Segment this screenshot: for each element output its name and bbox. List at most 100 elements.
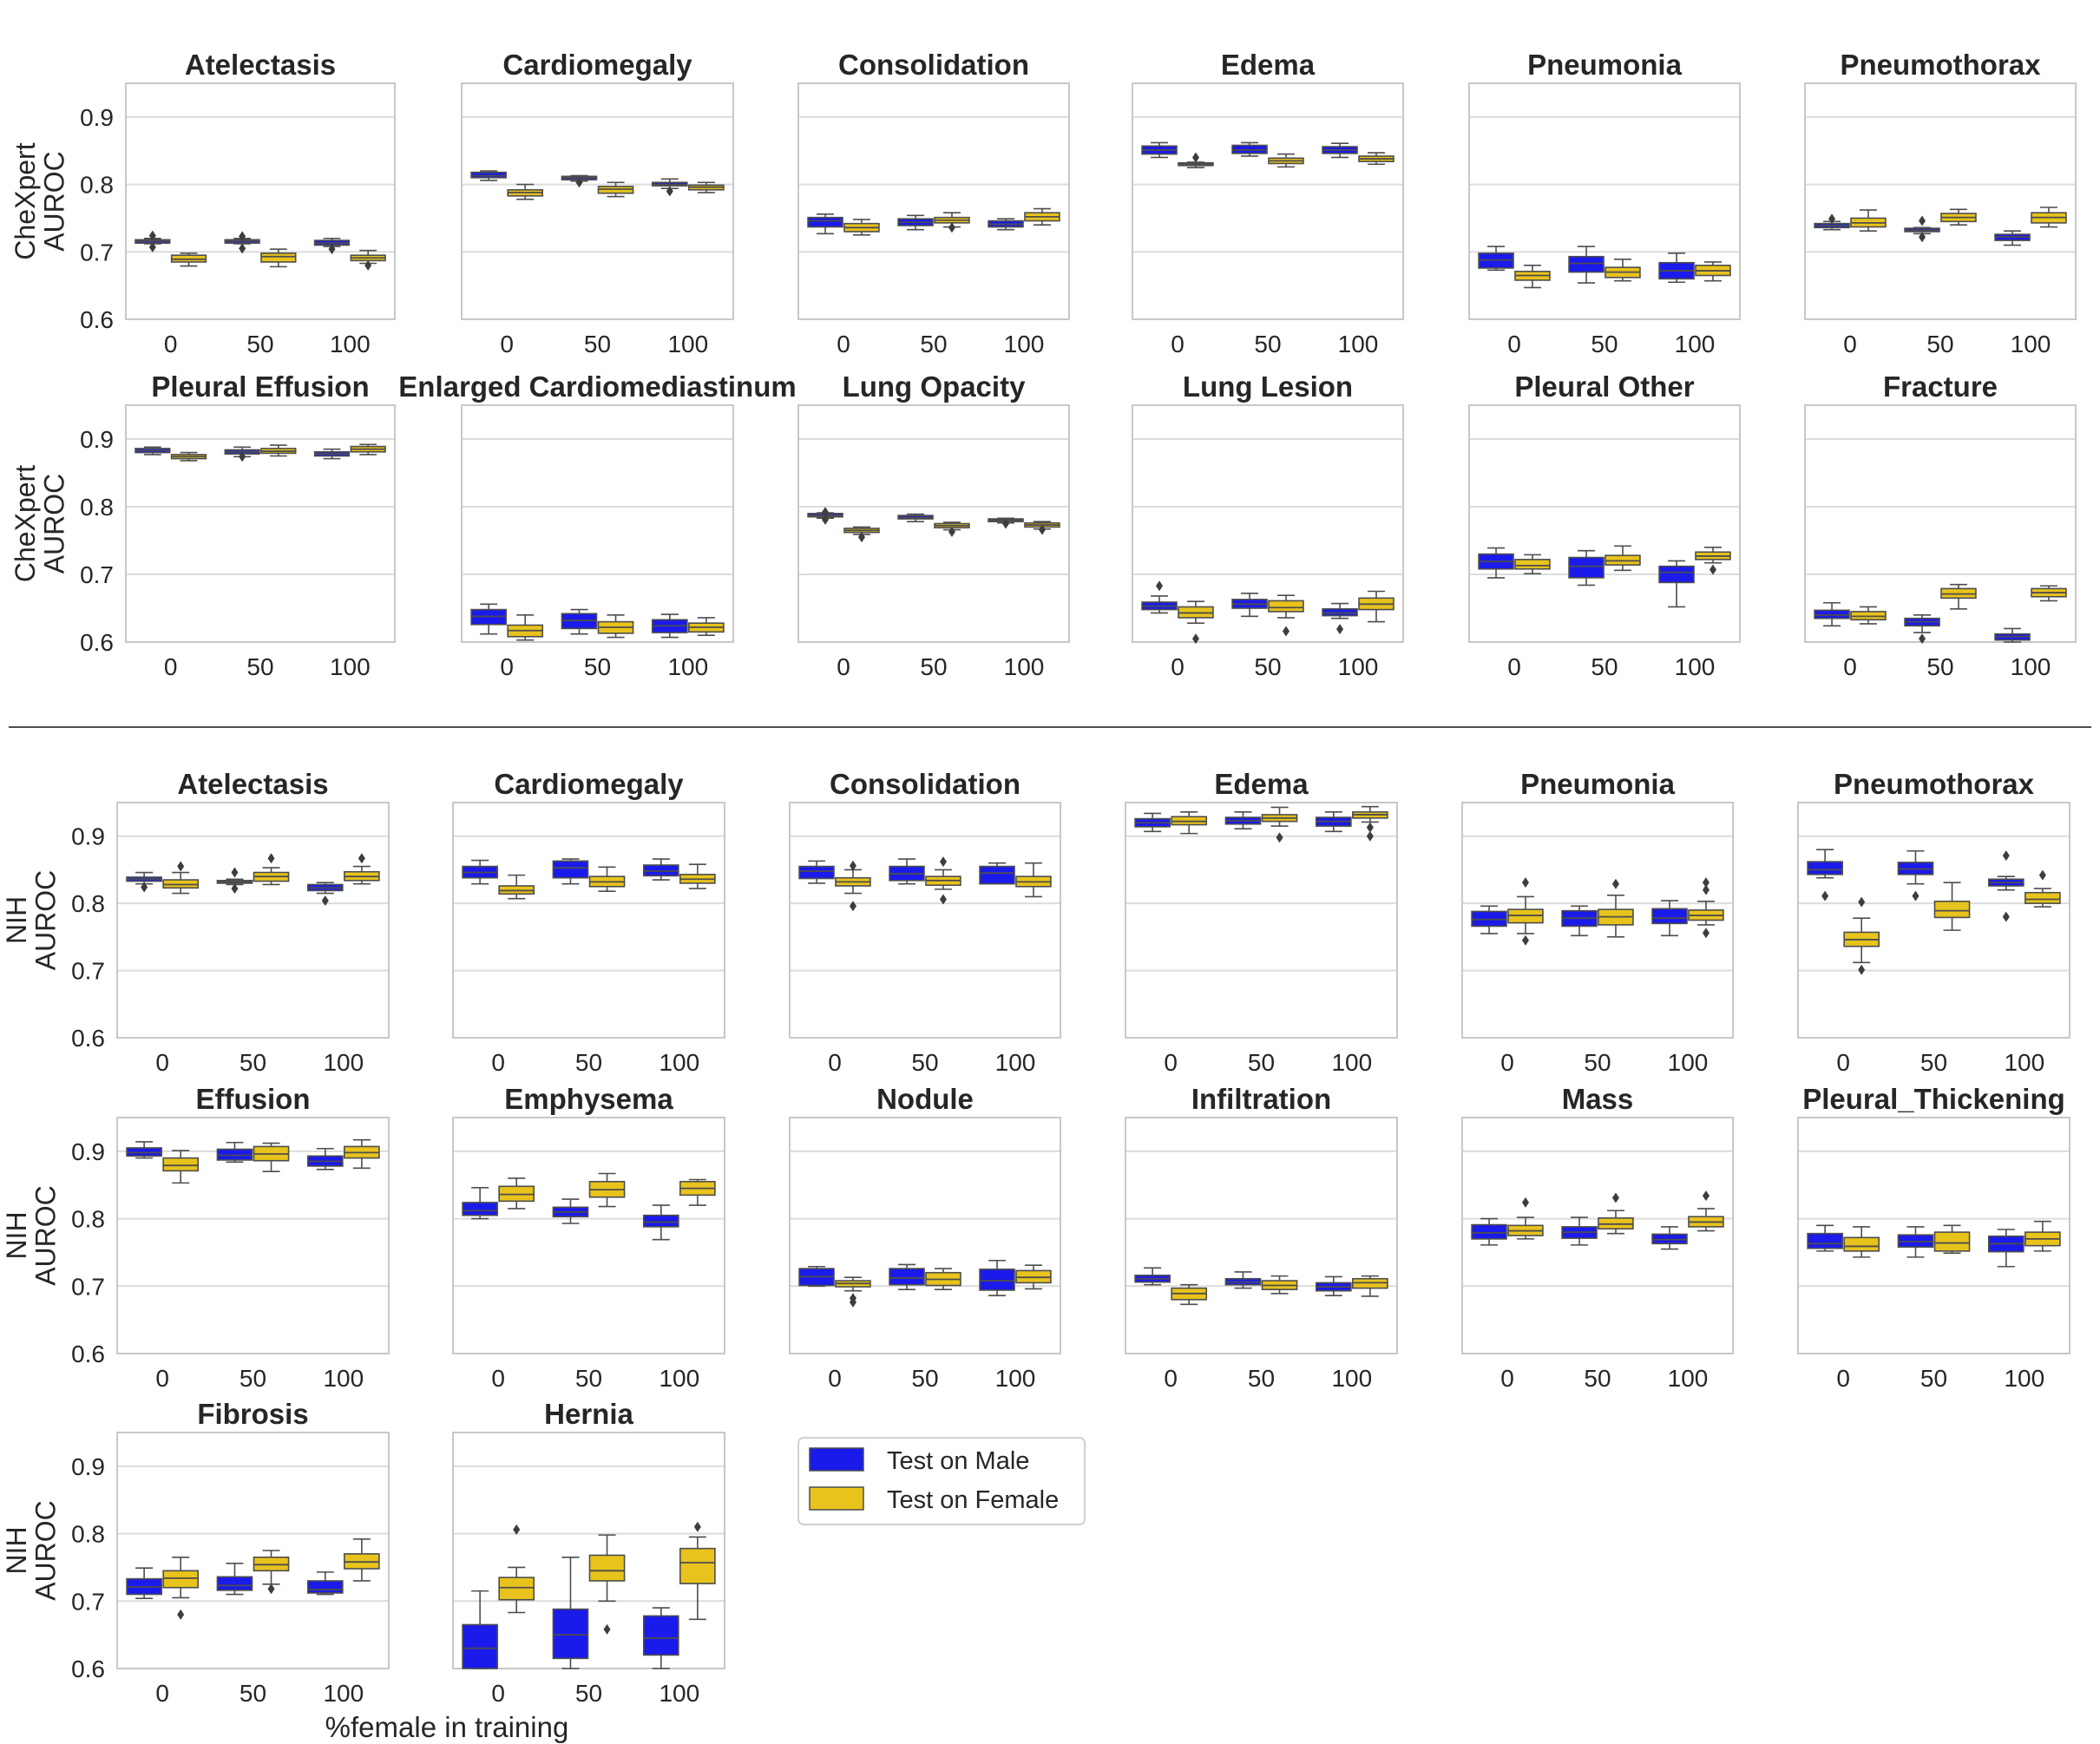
subplot-nih-emphysema: Emphysema 0 50 100 — [452, 1083, 725, 1392]
box-iqr — [216, 1576, 253, 1591]
box-male-100 — [1322, 142, 1358, 159]
box-female-100 — [1358, 152, 1395, 166]
outlier-point — [148, 241, 156, 252]
box-female-100 — [1352, 805, 1388, 842]
box-iqr — [588, 1554, 626, 1582]
plot-frame — [1461, 1117, 1734, 1354]
plot-frame — [1468, 404, 1741, 643]
box-male-0 — [462, 1590, 498, 1669]
box-male-0 — [1134, 812, 1171, 833]
plot-area — [1462, 1118, 1733, 1354]
x-tick-label: 100 — [667, 331, 708, 357]
subplot-title: Pleural_Thickening — [1802, 1083, 2065, 1115]
box-female-0 — [843, 219, 880, 236]
box-female-50 — [1598, 878, 1634, 938]
subplot-title: Pneumothorax — [1834, 768, 2035, 800]
x-tick-label: 100 — [1004, 653, 1045, 680]
y-tick-label: 0.8 — [71, 1521, 105, 1548]
box-female-0 — [1507, 1197, 1544, 1240]
x-tick-label: 0 — [1171, 653, 1185, 680]
x-tick-label: 0 — [155, 1049, 169, 1076]
box-male-0 — [807, 507, 843, 525]
box-male-100 — [306, 1147, 344, 1170]
y-tick-label: 0.6 — [80, 306, 114, 333]
box-male-0 — [1807, 1224, 1843, 1252]
box-male-50 — [1231, 141, 1268, 157]
plot-area — [453, 1433, 725, 1669]
x-tick-label: 50 — [920, 331, 947, 357]
box-female-100 — [344, 1138, 380, 1170]
x-tick-label: 0 — [500, 653, 514, 680]
x-tick-label: 0 — [1171, 331, 1185, 357]
outlier-point — [1611, 878, 1619, 889]
x-tick-label: 50 — [1248, 1049, 1275, 1076]
x-tick-label: 50 — [575, 1049, 602, 1076]
x-tick-label: 50 — [1584, 1365, 1611, 1392]
box-iqr — [462, 1202, 498, 1216]
x-tick-label: 50 — [1254, 653, 1281, 680]
x-tick-label: 100 — [667, 653, 708, 680]
x-tick-label: 50 — [1920, 1049, 1947, 1076]
plot-frame — [1125, 1117, 1398, 1354]
outlier-point — [939, 856, 947, 868]
box-female-50 — [588, 1534, 626, 1635]
outlier-point — [239, 451, 246, 462]
outlier-point — [1912, 890, 1920, 902]
x-tick-label: 100 — [2004, 1365, 2044, 1392]
box-female-100 — [344, 853, 380, 885]
legend-label-female: Test on Female — [887, 1486, 1059, 1514]
plot-area — [1132, 83, 1403, 319]
box-male-50 — [1904, 215, 1940, 243]
outlier-point — [666, 186, 673, 197]
x-tick-label: 50 — [246, 653, 273, 680]
box-male-50 — [1561, 905, 1598, 937]
x-tick-label: 100 — [1004, 331, 1045, 357]
x-tick-label: 100 — [323, 1365, 364, 1392]
subplot-nih-fibrosis: Fibrosis 0 50 100 0.6 0.7 0.8 0.9 NIHAUROC — [1, 1398, 390, 1707]
x-tick-label: 100 — [1668, 1049, 1709, 1076]
y-tick-label: 0.9 — [71, 823, 105, 850]
box-iqr — [1268, 600, 1304, 613]
x-tick-label: 100 — [1331, 1365, 1372, 1392]
plot-area — [462, 83, 733, 319]
subplot-title: Atelectasis — [177, 768, 328, 800]
plot-area — [453, 803, 725, 1038]
box-female-100 — [1688, 1190, 1724, 1232]
x-tick-label: 100 — [1675, 331, 1716, 357]
subplot-nih-nodule: Nodule 0 50 100 — [789, 1083, 1061, 1392]
box-iqr — [552, 860, 589, 879]
subplot-grid: Atelectasis 0 50 100 0.6 0.7 0.8 0.9 CheXpertAUR… — [1, 49, 2077, 1707]
subplot-title: Pneumonia — [1520, 768, 1676, 800]
box-female-0 — [507, 613, 544, 641]
box-female-100 — [688, 181, 725, 193]
subplot-title: Infiltration — [1191, 1083, 1331, 1115]
box-female-50 — [588, 1172, 626, 1208]
box-iqr — [552, 1608, 589, 1660]
x-tick-label: 100 — [2004, 1049, 2044, 1076]
x-tick-label: 0 — [500, 331, 514, 357]
x-tick-label: 100 — [995, 1049, 1036, 1076]
box-male-50 — [224, 446, 260, 462]
outlier-point — [239, 243, 246, 254]
box-female-50 — [253, 853, 290, 886]
x-tick-label: 50 — [1926, 331, 1953, 357]
box-male-50 — [552, 1198, 589, 1224]
x-tick-label: 100 — [323, 1680, 364, 1707]
x-axis-label: %female in training — [325, 1711, 569, 1743]
box-iqr — [1933, 1231, 1971, 1252]
x-tick-label: 100 — [659, 1049, 699, 1076]
box-male-50 — [1231, 593, 1268, 618]
subplot-chexpert-cardiomegaly: Cardiomegaly 0 50 100 — [461, 49, 734, 357]
subplot-title: Edema — [1214, 768, 1309, 800]
x-tick-label: 0 — [491, 1365, 505, 1392]
outlier-point — [148, 230, 156, 241]
subplot-nih-consolidation: Consolidation 0 50 100 — [789, 768, 1061, 1076]
subplot-chexpert-enlarged-cardiomediastinum: Enlarged Cardiomediastinum 0 50 100 — [398, 370, 796, 680]
box-iqr — [889, 1268, 925, 1286]
box-iqr — [798, 865, 835, 880]
plot-frame — [452, 1432, 725, 1669]
subplot-title: Cardiomegaly — [494, 768, 684, 800]
outlier-point — [1702, 884, 1710, 895]
subplot-nih-pleural-thickening: Pleural_Thickening 0 50 100 — [1797, 1083, 2070, 1392]
